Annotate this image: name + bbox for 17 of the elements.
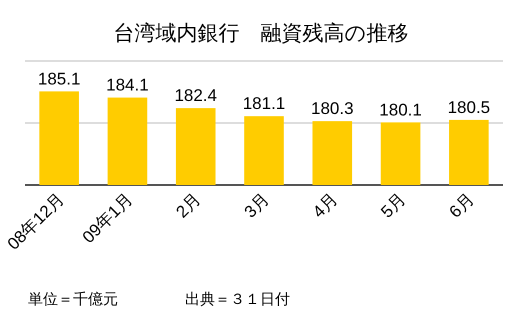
data-label: 182.4: [174, 86, 217, 106]
chart-title: 台湾域内銀行 融資残高の推移: [114, 22, 408, 45]
x-tick-label: 5月: [377, 189, 410, 222]
source-note: 出典＝３１日付: [185, 291, 290, 308]
x-tick-label: 09年1月: [78, 189, 136, 247]
x-tick-label: 3月: [240, 189, 273, 222]
x-tick-label: 4月: [308, 189, 342, 222]
data-label: 180.3: [311, 99, 354, 118]
x-tick-label: 08年12月: [4, 189, 68, 254]
data-label: 184.1: [106, 76, 149, 95]
text: 単位＝千億元: [28, 291, 118, 308]
data-label: 180.1: [379, 100, 422, 120]
x-tick-label: 6月: [446, 189, 478, 222]
data-label: 185.1: [38, 69, 80, 88]
data-label: 180.5: [448, 98, 490, 117]
data-label: 181.1: [242, 94, 286, 114]
x-tick-label: 2月: [172, 189, 205, 222]
